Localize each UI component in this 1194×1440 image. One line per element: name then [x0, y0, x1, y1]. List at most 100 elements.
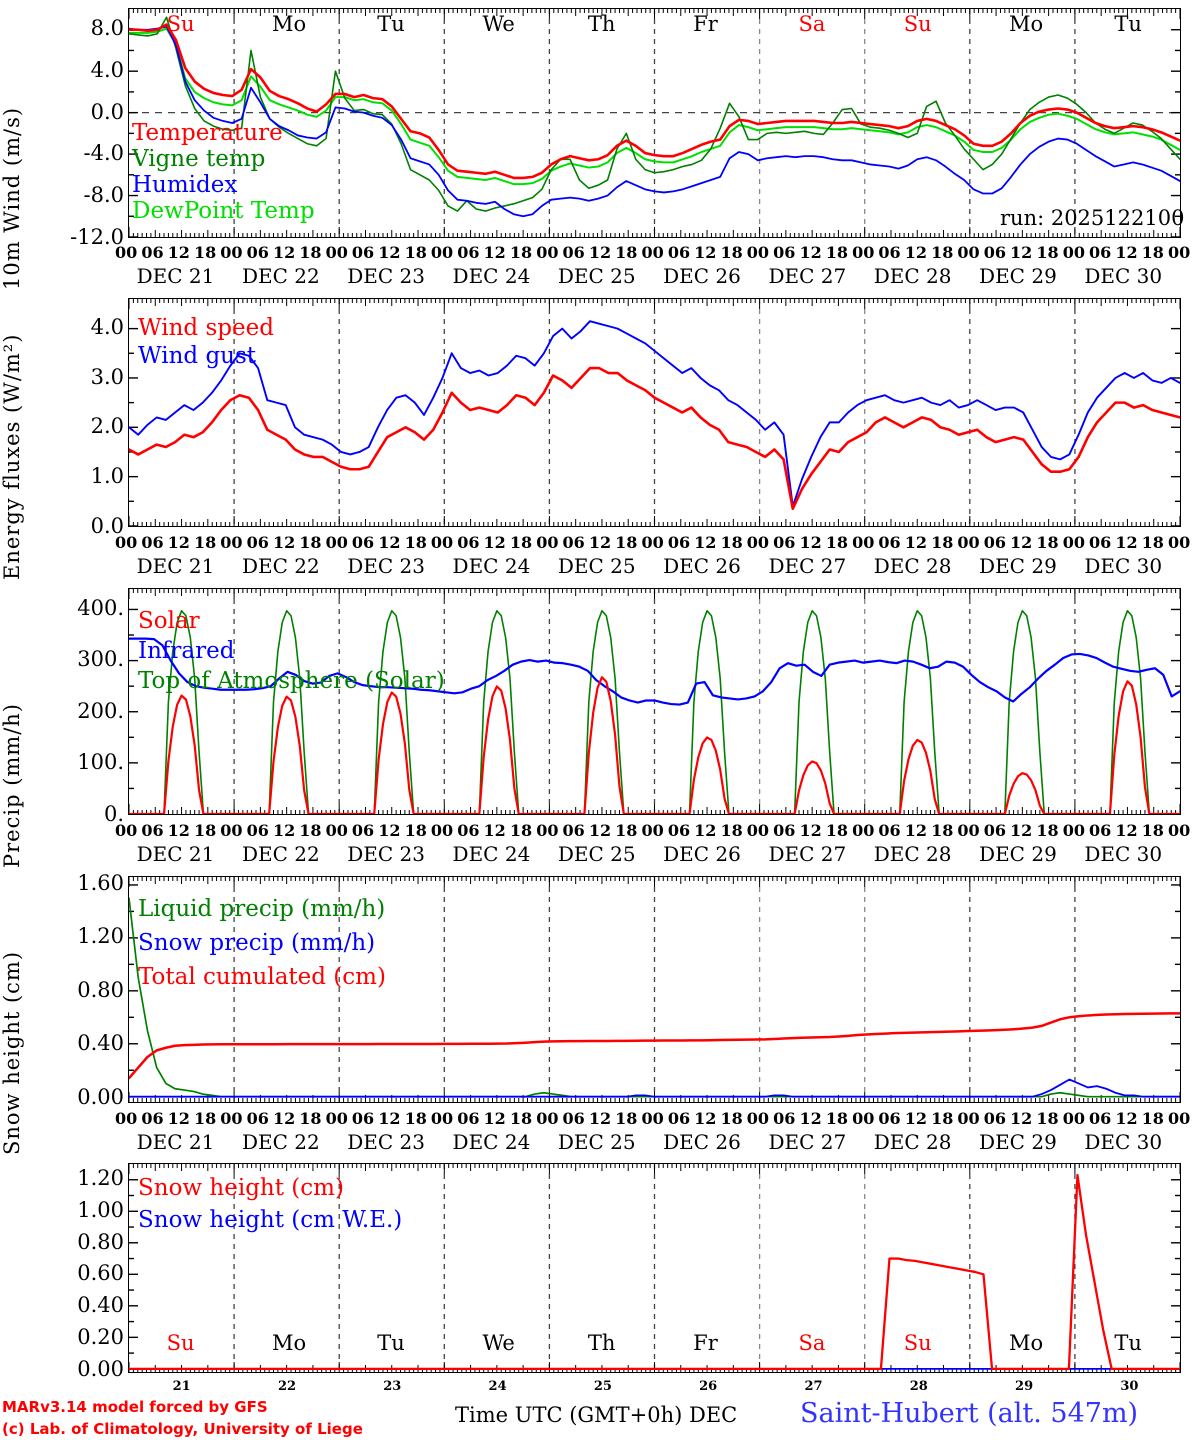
x-hour-tick-label: 06 [1089, 821, 1112, 840]
y-tick-label: 0.00 [77, 1084, 124, 1109]
x-hour-tick-label: 00 [852, 1109, 875, 1128]
weekday-label: Tu [1114, 12, 1142, 36]
x-hour-tick-label: 12 [799, 533, 822, 552]
y-tick-label: 1.20 [77, 924, 124, 949]
y-tick-label: 0. [103, 802, 124, 826]
x-hour-tick-label: 18 [931, 1109, 954, 1128]
snow-precip-line [129, 1078, 1180, 1098]
model-credit-line2: (c) Lab. of Climatology, University of L… [2, 1420, 363, 1438]
x-hour-tick-label: 00 [641, 243, 664, 262]
x-hour-tick-label: 18 [404, 533, 427, 552]
x-day-label: DEC 24 [452, 264, 531, 288]
x-hour-tick-label: 18 [825, 821, 849, 840]
x-hour-tick-label: 12 [694, 1109, 717, 1128]
x-day-label: DEC 21 [136, 1130, 215, 1154]
x-hour-tick-label: 06 [878, 1109, 901, 1128]
legend-entry: Top of Atmosphere (Solar) [138, 668, 445, 694]
weekday-label: Su [903, 12, 932, 36]
wind-gust-line [129, 320, 1180, 508]
x-hour-tick-label: 00 [957, 533, 980, 552]
x-hour-tick-label: 12 [1115, 533, 1138, 552]
y-tick-label: 0.20 [77, 1325, 124, 1349]
y-tick-label: -8.0 [83, 183, 125, 208]
temperature-panel: 2m Temp. (°C) [0, 0, 1194, 290]
weekday-label: Th [587, 1331, 616, 1355]
x-hour-tick-label: 12 [1010, 533, 1033, 552]
legend-entry: Snow height (cm) [138, 1175, 344, 1201]
x-hour-tick-label: 18 [1141, 533, 1164, 552]
vigne-line [129, 16, 1180, 212]
day-gridlines [233, 299, 1076, 526]
x-hour-tick-label: 00 [852, 821, 875, 840]
legend-entry: Wind gust [138, 343, 257, 369]
x-hour-tick-label: 18 [509, 243, 533, 262]
x-hour-tick-label: 06 [351, 533, 375, 552]
x-hour-tick-label: 00 [852, 533, 875, 552]
x-hour-tick-label: 12 [272, 1109, 296, 1128]
x-hour-tick-label: 00 [1168, 1109, 1191, 1128]
x-day-number: 21 [172, 1379, 191, 1394]
y-tick-label: 100. [77, 750, 124, 775]
x-day-number: 30 [1120, 1379, 1139, 1394]
x-hour-tick-label: 06 [878, 821, 901, 840]
x-hour-tick-label: 18 [193, 821, 217, 840]
y-tick-label: 3.0 [90, 364, 124, 389]
x-hour-tick-label: 12 [904, 533, 928, 552]
x-day-label: DEC 27 [768, 264, 847, 288]
y-tick-label: -12.0 [70, 225, 124, 249]
x-hour-tick-label: 00 [325, 243, 348, 262]
weekday-label: Sa [798, 12, 826, 36]
x-tick-marks [129, 877, 1180, 887]
x-hour-tick-label: 12 [272, 243, 296, 262]
y-tick-marks [129, 608, 1180, 814]
x-hour-tick-label: 18 [404, 1109, 427, 1128]
x-hour-tick-label: 12 [272, 821, 296, 840]
x-hour-tick-label: 12 [378, 533, 401, 552]
x-hour-tick-label: 18 [1141, 821, 1164, 840]
x-hour-tick-label: 06 [351, 1109, 375, 1128]
x-tick-marks [129, 227, 1180, 237]
x-hour-tick-label: 06 [351, 821, 375, 840]
x-hour-tick-label: 12 [1010, 243, 1033, 262]
weekday-label: Th [587, 12, 616, 36]
plot-canvas [129, 9, 1180, 237]
legend-entry: Liquid precip (mm/h) [138, 896, 386, 922]
y-tick-label: 0.00 [77, 1356, 124, 1381]
x-hour-tick-label: 00 [220, 533, 243, 552]
run-label: run: 2025122100 [1000, 206, 1185, 230]
x-hour-tick-label: 12 [167, 533, 190, 552]
x-hour-tick-label: 12 [1115, 821, 1138, 840]
x-day-label: DEC 28 [873, 1130, 952, 1154]
x-hour-tick-label: 06 [457, 243, 480, 262]
wind-panel: 10m Wind (m/s) [0, 107, 1194, 580]
x-hour-tick-label: 12 [378, 821, 401, 840]
legend-entry: Snow height (cm W.E.) [138, 1207, 403, 1233]
x-hour-tick-label: 18 [720, 821, 743, 840]
x-day-label: DEC 29 [979, 842, 1057, 866]
x-day-label: DEC 23 [347, 1130, 425, 1154]
x-hour-tick-label: 18 [193, 243, 217, 262]
x-day-label: DEC 27 [768, 842, 847, 866]
legend-entry: Total cumulated (cm) [138, 964, 386, 990]
x-hour-tick-label: 00 [430, 243, 454, 262]
x-hour-tick-label: 12 [904, 243, 928, 262]
x-hour-tick-label: 06 [878, 533, 901, 552]
weekday-label: Fr [693, 12, 718, 36]
x-tick-marks [129, 1164, 1180, 1174]
x-hour-tick-label: 12 [799, 821, 822, 840]
x-hour-tick-label: 06 [983, 533, 1006, 552]
x-hour-tick-label: 06 [983, 821, 1006, 840]
x-day-label: DEC 25 [557, 554, 636, 578]
x-hour-tick-label: 00 [957, 821, 980, 840]
x-hour-tick-label: 18 [720, 533, 743, 552]
weekday-label: Fr [693, 1331, 718, 1355]
x-hour-tick-label: 18 [404, 243, 427, 262]
x-hour-tick-label: 06 [141, 1109, 164, 1128]
x-hour-tick-label: 12 [483, 1109, 506, 1128]
x-hour-tick-label: 00 [220, 1109, 243, 1128]
x-hour-tick-label: 06 [351, 243, 375, 262]
x-hour-tick-label: 06 [562, 533, 585, 552]
snow-plot-area [128, 1163, 1181, 1373]
x-day-label: DEC 30 [1084, 264, 1163, 288]
x-hour-tick-label: 18 [299, 1109, 322, 1128]
